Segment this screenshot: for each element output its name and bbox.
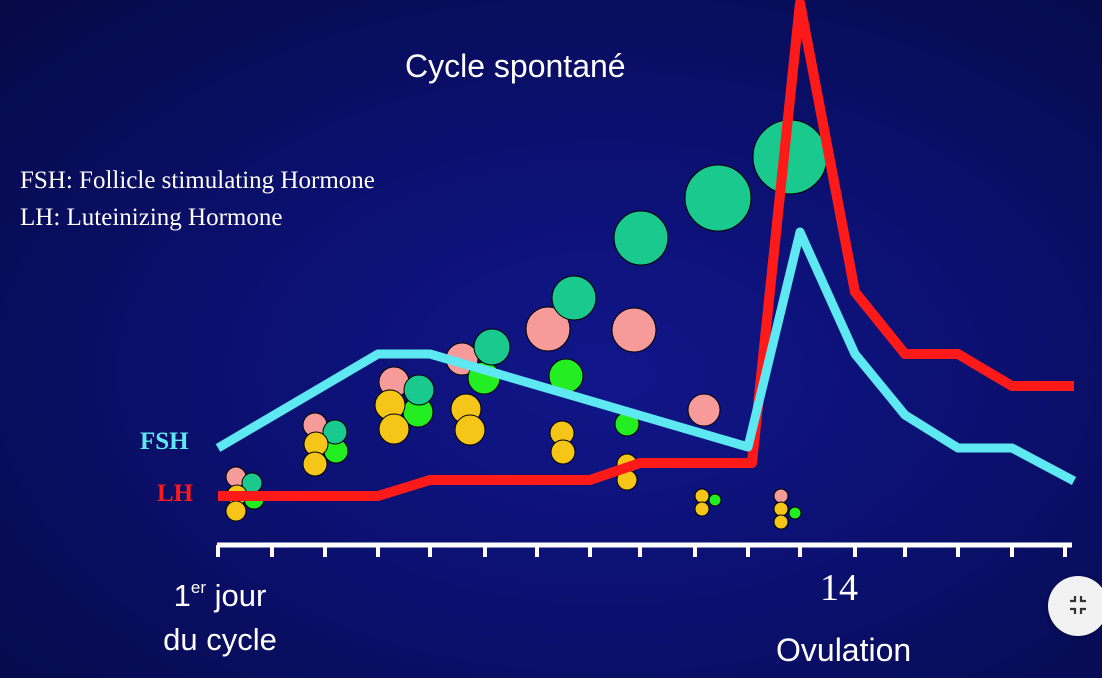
follicle-teal bbox=[613, 210, 669, 266]
lh-series-label: LH bbox=[157, 480, 194, 507]
follicle-teal bbox=[473, 328, 511, 366]
day1-superscript: er bbox=[190, 578, 207, 597]
lh-curve bbox=[218, 0, 1074, 501]
follicle-pink bbox=[525, 306, 571, 352]
follicle-green bbox=[788, 506, 802, 520]
fsh-curve bbox=[215, 227, 1077, 485]
day1-line2: du cycle bbox=[163, 622, 277, 657]
collapse-icon bbox=[1070, 596, 1086, 614]
legend-lh: LH: Luteinizing Hormone bbox=[20, 204, 283, 231]
follicle-pink bbox=[611, 307, 657, 353]
follicle-pink bbox=[773, 488, 789, 504]
axis-ticks bbox=[216, 545, 1067, 557]
follicle-teal bbox=[684, 164, 752, 232]
ovulation-label: Ovulation bbox=[776, 632, 912, 668]
follicle-teal bbox=[551, 275, 597, 321]
follicle-yellow bbox=[550, 439, 576, 465]
follicle-yellow bbox=[694, 501, 710, 517]
day1-label: 1er jour du cycle bbox=[140, 566, 300, 662]
follicle-yellow bbox=[454, 414, 486, 446]
day1-word: jour bbox=[214, 578, 267, 613]
legend-fsh: FSH: Follicle stimulating Hormone bbox=[20, 167, 375, 194]
day1-number: 1 bbox=[173, 578, 191, 613]
follicle-teal bbox=[322, 419, 348, 445]
follicle-pink bbox=[687, 393, 721, 427]
follicle-yellow bbox=[225, 500, 247, 522]
follicle-teal bbox=[403, 374, 435, 406]
follicle-green bbox=[708, 493, 722, 507]
follicle-yellow bbox=[378, 413, 410, 445]
follicle-yellow bbox=[773, 501, 789, 517]
follicle-yellow bbox=[773, 514, 789, 530]
exit-fullscreen-button[interactable] bbox=[1048, 576, 1102, 636]
follicle-yellow bbox=[302, 451, 328, 477]
page-title: Cycle spontané bbox=[405, 48, 626, 84]
time-axis bbox=[216, 542, 1072, 557]
day14-label: 14 bbox=[820, 567, 858, 609]
follicle-yellow bbox=[694, 488, 710, 504]
fsh-series-label: FSH bbox=[140, 428, 189, 455]
